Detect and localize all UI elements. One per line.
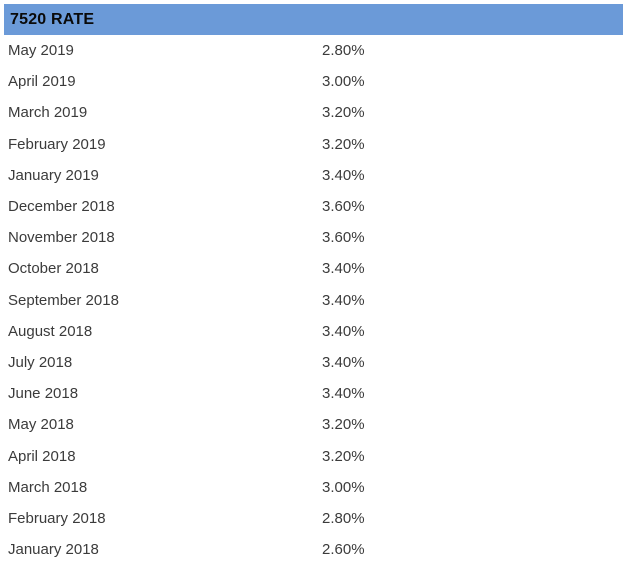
rate-cell: 3.40% (322, 322, 365, 340)
table-row: May 2018 3.20% (4, 409, 623, 441)
month-cell: May 2019 (8, 42, 74, 60)
table-row: May 2019 2.80% (4, 35, 623, 67)
rate-cell: 2.60% (322, 541, 365, 559)
month-cell: April 2018 (8, 447, 76, 465)
month-cell: September 2018 (8, 291, 119, 309)
rate-cell: 3.20% (322, 416, 365, 434)
rate-table: 7520 RATE May 2019 2.80% April 2019 3.00… (4, 4, 623, 566)
rate-cell: 3.60% (322, 198, 365, 216)
month-cell: March 2019 (8, 104, 88, 122)
table-row: January 2019 3.40% (4, 159, 623, 191)
rate-cell: 3.40% (322, 353, 365, 371)
table-row: October 2018 3.40% (4, 253, 623, 285)
table-row: September 2018 3.40% (4, 284, 623, 316)
rate-cell: 3.00% (322, 478, 365, 496)
month-cell: August 2018 (8, 322, 93, 340)
rate-cell: 3.40% (322, 385, 365, 403)
rate-cell: 2.80% (322, 42, 365, 60)
table-row: January 2018 2.60% (4, 534, 623, 566)
table-row: April 2018 3.20% (4, 440, 623, 472)
month-cell: February 2019 (8, 135, 106, 153)
month-cell: March 2018 (8, 478, 88, 496)
month-cell: July 2018 (8, 353, 73, 371)
table-row: March 2019 3.20% (4, 97, 623, 129)
month-cell: October 2018 (8, 260, 99, 278)
month-cell: November 2018 (8, 229, 115, 247)
table-title: 7520 RATE (10, 10, 95, 28)
table-row: August 2018 3.40% (4, 315, 623, 347)
table-row: April 2019 3.00% (4, 66, 623, 98)
month-cell: June 2018 (8, 385, 79, 403)
month-cell: January 2019 (8, 166, 99, 184)
month-cell: December 2018 (8, 198, 115, 216)
table-row: February 2018 2.80% (4, 502, 623, 534)
rate-cell: 3.00% (322, 73, 365, 91)
table-row: December 2018 3.60% (4, 190, 623, 223)
table-row: June 2018 3.40% (4, 378, 623, 410)
table-row: July 2018 3.40% (4, 346, 623, 379)
rate-cell: 3.20% (322, 135, 365, 153)
table-row: February 2019 3.20% (4, 128, 623, 160)
rate-cell: 3.40% (322, 260, 365, 278)
rate-cell: 3.60% (322, 229, 365, 247)
month-cell: January 2018 (8, 541, 99, 559)
rate-cell: 2.80% (322, 509, 365, 527)
table-row: March 2018 3.00% (4, 471, 623, 503)
month-cell: February 2018 (8, 509, 106, 527)
rate-cell: 3.20% (322, 447, 365, 465)
table-row: November 2018 3.60% (4, 222, 623, 254)
month-cell: May 2018 (8, 416, 74, 434)
month-cell: April 2019 (8, 73, 76, 91)
rate-cell: 3.40% (322, 291, 365, 309)
table-body: May 2019 2.80% April 2019 3.00% March 20… (4, 35, 623, 566)
rate-cell: 3.20% (322, 104, 365, 122)
rate-cell: 3.40% (322, 166, 365, 184)
table-header: 7520 RATE (4, 4, 623, 35)
